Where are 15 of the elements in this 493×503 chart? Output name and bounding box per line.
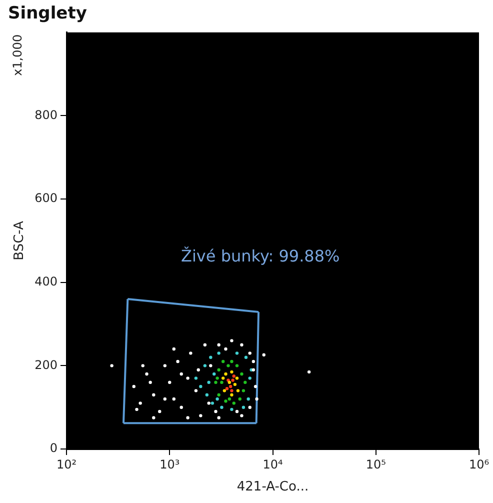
x-tick-label: 10² xyxy=(56,457,77,472)
y-tick-label: 0 xyxy=(50,441,58,456)
y-tick-label: 200 xyxy=(34,358,58,372)
chart-title: Singlety xyxy=(8,4,87,24)
annotation: Živé bunky: 99.88% xyxy=(181,246,340,266)
y-tick-label: 400 xyxy=(34,274,58,288)
x-tick-label: 10³ xyxy=(160,457,180,472)
y-tick-label: 800 xyxy=(34,108,58,122)
text: x1,000 xyxy=(10,34,25,76)
y-tick-label: 600 xyxy=(34,191,58,206)
x-tick-label: 10⁴ xyxy=(262,457,283,472)
x-axis-title: 421-A-Co... xyxy=(236,480,309,495)
x-tick-label: 10⁶ xyxy=(468,457,490,472)
y-axis-title: BSC-A xyxy=(12,220,28,260)
x-tick-label: 10⁵ xyxy=(366,457,386,472)
